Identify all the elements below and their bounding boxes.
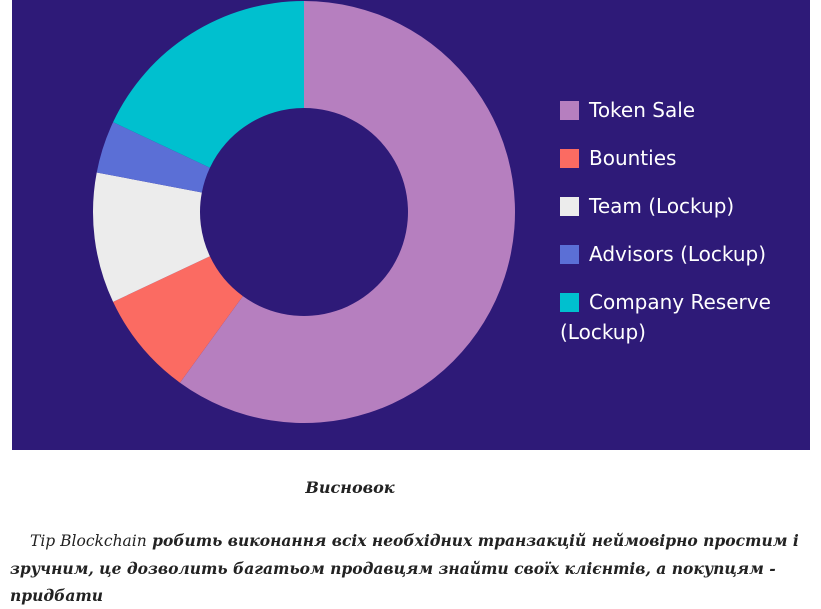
legend-swatch-team — [560, 197, 579, 216]
legend-item-advisors: Advisors (Lockup) — [560, 239, 800, 269]
legend-swatch-advisors — [560, 245, 579, 264]
legend-swatch-token-sale — [560, 101, 579, 120]
donut-slice-bounties — [113, 256, 243, 383]
donut-chart — [93, 1, 516, 423]
legend-item-bounties: Bounties — [560, 143, 800, 173]
legend-label-advisors: Advisors (Lockup) — [589, 242, 767, 266]
donut-slice-company-reserve — [113, 1, 305, 168]
legend-label-company-reserve: Company Reserve (Lockup) — [560, 290, 771, 344]
legend-label-team: Team (Lockup) — [589, 194, 735, 218]
section-caption: Висновок — [305, 478, 395, 497]
legend-swatch-company-reserve — [560, 293, 579, 312]
body-paragraph: Tip Blockchain робить виконання всіх нео… — [10, 527, 800, 609]
chart-panel: Token Sale Bounties Team (Lockup) Adviso… — [12, 0, 810, 450]
donut-slice-token-sale — [179, 1, 516, 423]
legend-label-token-sale: Token Sale — [589, 98, 696, 122]
brand-name: Tip Blockchain — [30, 532, 147, 550]
chart-legend: Token Sale Bounties Team (Lockup) Adviso… — [560, 95, 800, 365]
donut-slice-team — [93, 172, 210, 302]
legend-item-company-reserve: Company Reserve (Lockup) — [560, 287, 800, 347]
legend-item-team: Team (Lockup) — [560, 191, 800, 221]
donut-slice-advisors — [96, 122, 210, 193]
legend-swatch-bounties — [560, 149, 579, 168]
legend-item-token-sale: Token Sale — [560, 95, 800, 125]
legend-label-bounties: Bounties — [589, 146, 677, 170]
